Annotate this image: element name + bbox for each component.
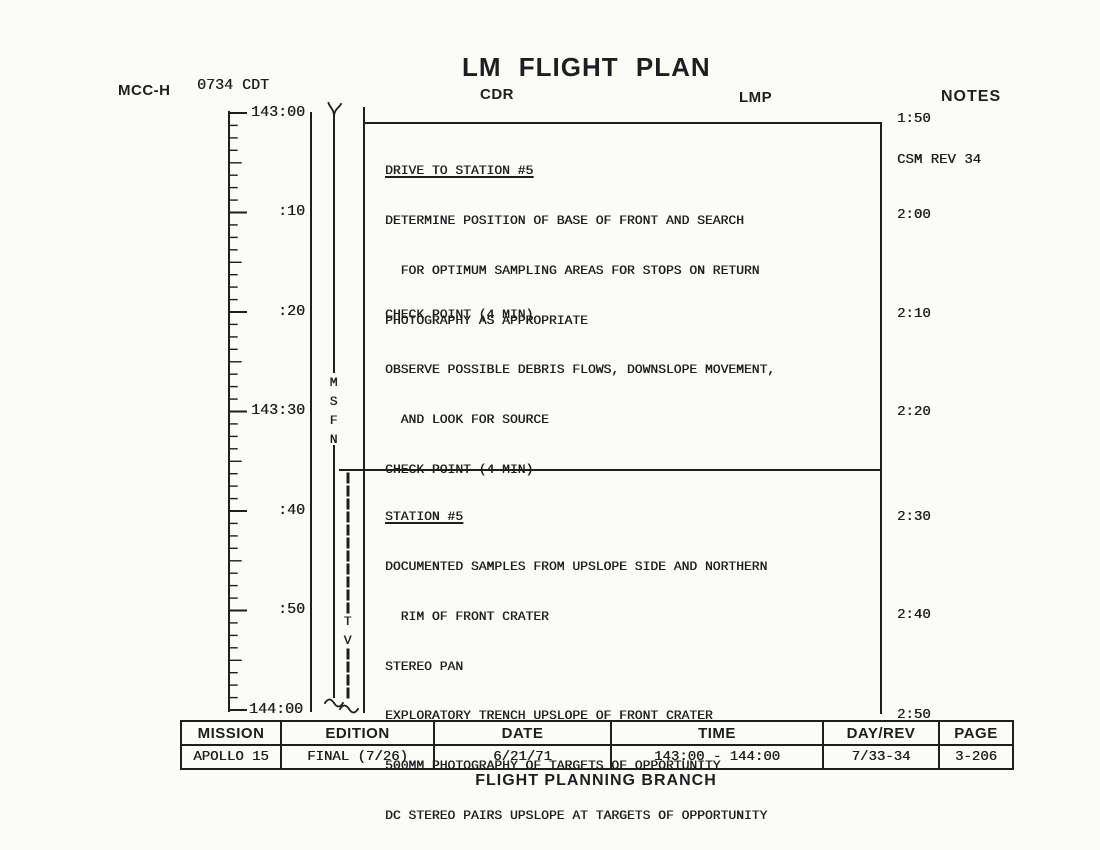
activity-line: AND LOOK FOR SOURCE — [385, 412, 549, 428]
activity-line: DETERMINE POSITION OF BASE OF FRONT AND … — [385, 212, 744, 228]
note-entry: 2:40 — [897, 607, 931, 623]
tick-label-143-40: :40 — [277, 502, 305, 519]
activity-block-drive: DRIVE TO STATION #5 DETERMINE POSITION O… — [385, 130, 775, 512]
footer-table-value-row: APOLLO 15 FINAL (7/26) 6/21/71 143:00 - … — [180, 744, 1014, 770]
lmp-column-header: LMP — [739, 89, 773, 106]
ruler-ticks — [228, 112, 247, 711]
activity-line: DC STEREO PAIRS UPSLOPE AT TARGETS OF OP… — [385, 807, 768, 823]
clock-label: 0734 CDT — [197, 77, 270, 94]
tick-label-143-50: :50 — [277, 601, 305, 618]
footer-branch-label: FLIGHT PLANNING BRANCH — [475, 772, 717, 789]
notes-column-header: NOTES — [941, 88, 1002, 105]
note-entry: 2:20 — [897, 404, 931, 420]
table-header-mission: MISSION — [180, 720, 282, 746]
note-entry: CSM REV 34 — [897, 152, 982, 168]
table-value-date: 6/21/71 — [433, 744, 612, 770]
table-value-time: 143:00 - 144:00 — [610, 744, 824, 770]
tick-label-144-00: 144:00 — [248, 701, 303, 718]
tick-label-143-20: :20 — [277, 303, 305, 320]
table-header-dayrev: DAY/REV — [822, 720, 940, 746]
msfn-bottom-squiggle — [323, 698, 345, 708]
table-value-page: 3-206 — [938, 744, 1014, 770]
table-header-edition: EDITION — [280, 720, 435, 746]
activity-line: EXPLORATORY TRENCH UPSLOPE OF FRONT CRAT… — [385, 708, 713, 724]
table-value-mission: APOLLO 15 — [180, 744, 282, 770]
footer-table: MISSION EDITION DATE TIME DAY/REV PAGE A… — [180, 720, 1014, 770]
activity-line: OBSERVE POSSIBLE DEBRIS FLOWS, DOWNSLOPE… — [385, 362, 776, 378]
table-header-time: TIME — [610, 720, 824, 746]
activity-line: CHECK POINT (4 MIN) — [385, 461, 534, 477]
activity-block-station5: STATION #5 DOCUMENTED SAMPLES FROM UPSLO… — [385, 476, 767, 850]
cdr-column-header: CDR — [480, 86, 514, 103]
activity-title: DRIVE TO STATION #5 — [385, 163, 534, 179]
footer-table-header-row: MISSION EDITION DATE TIME DAY/REV PAGE — [180, 720, 1014, 746]
msfn-top-hook — [327, 101, 343, 117]
tick-label-143-10: :10 — [277, 203, 305, 220]
tick-label-143-30: 143:30 — [250, 402, 305, 419]
activity-line: STEREO PAN — [385, 658, 464, 674]
note-entry: 2:30 — [897, 509, 931, 525]
table-header-date: DATE — [433, 720, 612, 746]
table-value-dayrev: 7/33-34 — [822, 744, 940, 770]
msfn-label: MSFN — [326, 375, 341, 451]
page-title: LM FLIGHT PLAN — [462, 52, 711, 82]
note-entry: 2:10 — [897, 306, 931, 322]
table-header-page: PAGE — [938, 720, 1014, 746]
note-entry: 2:50 — [897, 707, 931, 723]
tick-label-143-00: 143:00 — [250, 104, 305, 121]
note-entry: 1:50 — [897, 111, 931, 127]
activity-title: STATION #5 — [385, 509, 464, 525]
activity-line: RIM OF FRONT CRATER — [385, 608, 549, 624]
mcc-h-label: MCC-H — [118, 82, 171, 99]
tv-bottom-squiggle — [338, 704, 360, 714]
tv-label: TV — [340, 614, 355, 652]
note-entry: 2:00 — [897, 207, 931, 223]
activity-line: PHOTOGRAPHY AS APPROPRIATE — [385, 312, 588, 328]
checkpoint-entry: CHECK POINT (4 MIN) — [385, 307, 534, 322]
activity-line: DOCUMENTED SAMPLES FROM UPSLOPE SIDE AND… — [385, 558, 768, 574]
activity-line: FOR OPTIMUM SAMPLING AREAS FOR STOPS ON … — [385, 262, 760, 278]
table-value-edition: FINAL (7/26) — [280, 744, 435, 770]
